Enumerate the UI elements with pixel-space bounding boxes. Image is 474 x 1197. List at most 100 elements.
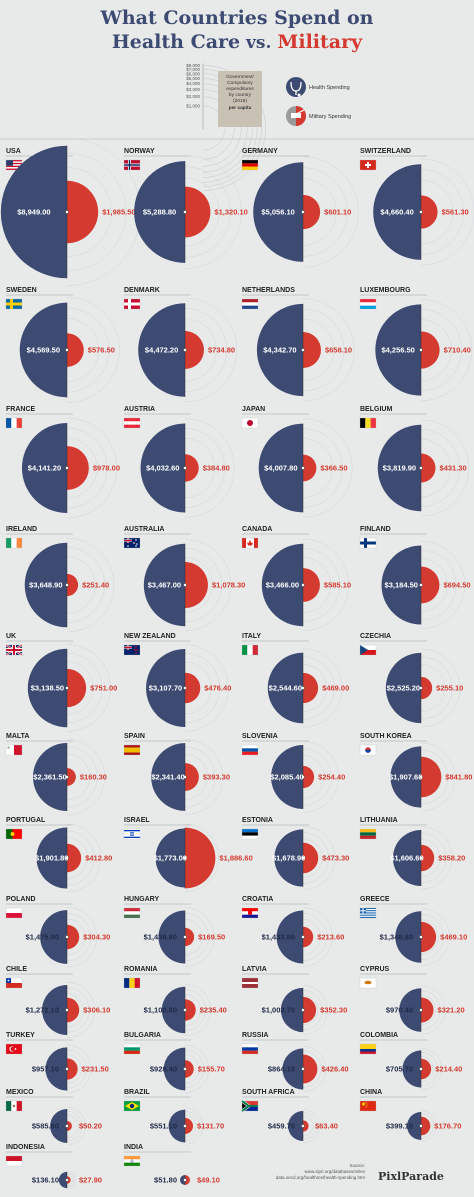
source-line: www.sipri.org/databases/milex [304,1169,365,1174]
country-name-uk: UK [6,633,16,640]
scale-ring [66,307,110,393]
country-grid: USA $8,949.00 $1,985.50 NORWAY $5,288.80 $1,3… [0,138,474,1190]
health-value-new-zealand: $3,107.70 [149,684,182,693]
military-value-chile: $306.10 [83,1006,110,1015]
scale-ring [184,1114,197,1138]
flag-border [241,537,259,549]
health-semicircle-france [21,422,67,514]
country-cell-portugal: PORTUGAL $1,901.80 $412.80 [5,817,112,893]
flag-border [241,417,259,429]
scale-ring [184,989,206,1031]
flag-stripe [242,160,258,164]
scale-ring [302,918,322,956]
health-semicircle-usa [0,145,68,279]
health-semicircle-spain [151,743,185,811]
scale-ring [420,838,440,878]
military-value-estonia: $473.30 [322,854,349,863]
flag-cross [7,746,10,749]
military-value-czechia: $255.10 [436,684,463,693]
flag-stripe [360,910,376,912]
military-semicircle-finland [421,566,440,604]
military-value-malta: $160.30 [80,773,107,782]
scale-ring [302,1112,317,1140]
health-value-canada: $3,466.00 [266,581,299,590]
military-value-japan: $366.50 [320,464,347,473]
scale-ring [302,994,319,1026]
flag-stripe [242,1047,258,1051]
flag-stripe [242,914,258,918]
flag-part [124,540,132,541]
country-cell-finland: FINLAND $3,184.50 $694.50 [359,526,471,630]
flag-part [6,983,22,988]
health-value-japan: $4,007.80 [264,464,297,473]
flag-canada [241,537,259,549]
country-cell-australia: AUSTRALIA $3,467.00 $1,078.30 [123,526,245,632]
scale-ring [184,297,237,403]
flag-stripe [365,418,371,428]
scale-ring [302,990,323,1030]
scale-ring [66,987,90,1033]
scale-ring [66,167,112,257]
flag-part [12,829,22,839]
flag-stripe [242,748,258,752]
flag-romania [123,977,141,989]
flag-star [135,545,137,547]
country-cell-romania: ROMANIA $1,100.80 $235.40 [123,966,227,1037]
country-name-indonesia: INDONESIA [6,1144,45,1151]
country-name-brazil: BRAZIL [124,1089,150,1096]
center-dot [183,210,187,214]
center-dot [419,1008,423,1012]
flag-hungary [123,907,141,919]
country-name-portugal: PORTUGAL [6,817,46,824]
military-value-germany: $601.10 [324,208,351,217]
flag-spain [123,744,141,756]
health-semicircle-new-zealand [146,648,185,728]
flag-star [365,1102,367,1103]
military-semicircle-south-africa [303,1120,309,1132]
scale-ring [302,838,323,878]
military-semicircle-ireland [67,573,79,597]
military-value-china: $176.70 [434,1122,461,1131]
country-name-greece: GREECE [360,896,390,903]
country-cell-mexico: MEXICO $585.80 $50.20 [5,1089,102,1146]
flag-border [5,298,23,310]
country-name-switzerland: SWITZERLAND [360,148,411,155]
military-value-belgium: $431.30 [440,464,467,473]
country-name-france: FRANCE [6,406,35,413]
country-name-luxembourg: LUXEMBOURG [360,287,411,294]
flag-stripe [360,305,376,309]
health-value-india: $51.80 [154,1176,177,1185]
scale-ring [420,429,460,507]
flag-crescent [10,1046,15,1052]
center-dot [183,583,187,587]
scale-ring [184,994,201,1026]
health-value-croatia: $1,433.80 [262,933,295,942]
scale-ring [66,417,118,519]
flag-border [123,1100,141,1112]
military-value-canada: $585.10 [324,581,351,590]
center-dot [419,775,423,779]
flag-stripe [124,1162,140,1166]
country-name-india: INDIA [124,1144,143,1151]
military-semicircle-germany [303,194,321,230]
flag-border [123,977,141,989]
scale-ring [302,418,353,518]
scale-ring [302,985,328,1035]
health-semicircle-turkey [45,1047,67,1091]
legend-scale-label: $7,000 [186,67,200,72]
country-cell-bulgaria: BULGARIA $928.40 $155.70 [123,1032,225,1093]
flag-stripe [242,166,258,170]
health-value-poland: $1,475.90 [26,933,59,942]
scale-ring [420,749,449,805]
scale-ring [66,993,84,1027]
center-dot [183,775,187,779]
scale-ring [184,318,217,382]
country-name-lithuania: LITHUANIA [360,817,398,824]
country-cell-poland: POLAND $1,475.90 $304.30 [5,896,110,968]
military-value-switzerland: $561.30 [442,208,469,217]
center-dot [65,686,69,690]
scale-ring [420,179,454,245]
country-cell-spain: SPAIN $2,341.40 $393.30 [123,733,230,815]
flag-austria [123,417,141,429]
health-value-uk: $3,138.50 [31,684,64,693]
